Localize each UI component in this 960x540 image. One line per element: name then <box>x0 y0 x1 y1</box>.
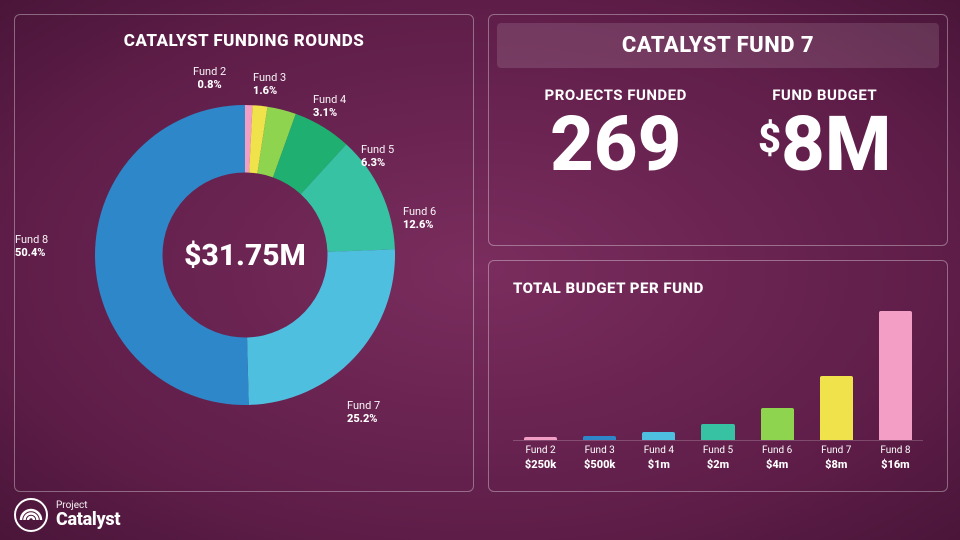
bar <box>524 437 557 440</box>
bar-title: TOTAL BUDGET PER FUND <box>513 279 947 297</box>
bar-label: Fund 3$500k <box>572 441 627 475</box>
donut-slice <box>247 249 395 405</box>
bar-label: Fund 4$1m <box>631 441 686 475</box>
donut-label: Fund 56.3% <box>361 143 394 169</box>
donut-label: Fund 31.6% <box>253 71 286 97</box>
bar-col <box>631 311 686 440</box>
bar <box>879 311 912 440</box>
bar <box>701 424 734 440</box>
project-catalyst-logo: Project Catalyst <box>14 498 120 532</box>
fund7-value-projects: 269 <box>545 110 687 178</box>
donut-label: Fund 612.6% <box>403 205 436 231</box>
bar-label: Fund 8$16m <box>868 441 923 475</box>
bar-chart: Fund 2$250kFund 3$500kFund 4$1mFund 5$2m… <box>513 311 923 475</box>
bar <box>642 432 675 440</box>
logo-line1: Project <box>56 501 120 511</box>
donut-label: Fund 43.1% <box>313 93 346 119</box>
bar-label: Fund 6$4m <box>750 441 805 475</box>
logo-line2: Catalyst <box>56 511 120 529</box>
donut-label: Fund 725.2% <box>347 399 380 425</box>
bar-col <box>572 311 627 440</box>
panel-funding-rounds: CATALYST FUNDING ROUNDS $31.75M Fund 20.… <box>14 14 474 492</box>
bar-col <box>690 311 745 440</box>
fund7-col-budget: FUND BUDGET $8M <box>758 86 891 178</box>
panel-budget-per-fund: TOTAL BUDGET PER FUND Fund 2$250kFund 3$… <box>488 260 948 492</box>
bar-col <box>868 311 923 440</box>
donut-chart: $31.75M Fund 20.8%Fund 31.6%Fund 43.1%Fu… <box>15 65 473 481</box>
bar-label: Fund 2$250k <box>513 441 568 475</box>
bar-col <box>750 311 805 440</box>
donut-svg <box>85 95 405 415</box>
fund7-header: CATALYST FUND 7 <box>497 23 939 68</box>
bar-col <box>513 311 568 440</box>
catalyst-logo-icon <box>14 498 48 532</box>
bar <box>583 436 616 440</box>
bar-label: Fund 5$2m <box>690 441 745 475</box>
bar-label: Fund 7$8m <box>809 441 864 475</box>
donut-label: Fund 20.8% <box>193 65 226 91</box>
bar-col <box>809 311 864 440</box>
donut-slice <box>95 105 249 405</box>
fund7-col-projects: PROJECTS FUNDED 269 <box>545 86 687 178</box>
fund7-value-budget: $8M <box>758 110 891 178</box>
bar <box>761 408 794 440</box>
donut-title: CATALYST FUNDING ROUNDS <box>15 31 473 51</box>
panel-fund7: CATALYST FUND 7 PROJECTS FUNDED 269 FUND… <box>488 14 948 246</box>
bar <box>820 376 853 441</box>
donut-label: Fund 850.4% <box>15 233 48 259</box>
